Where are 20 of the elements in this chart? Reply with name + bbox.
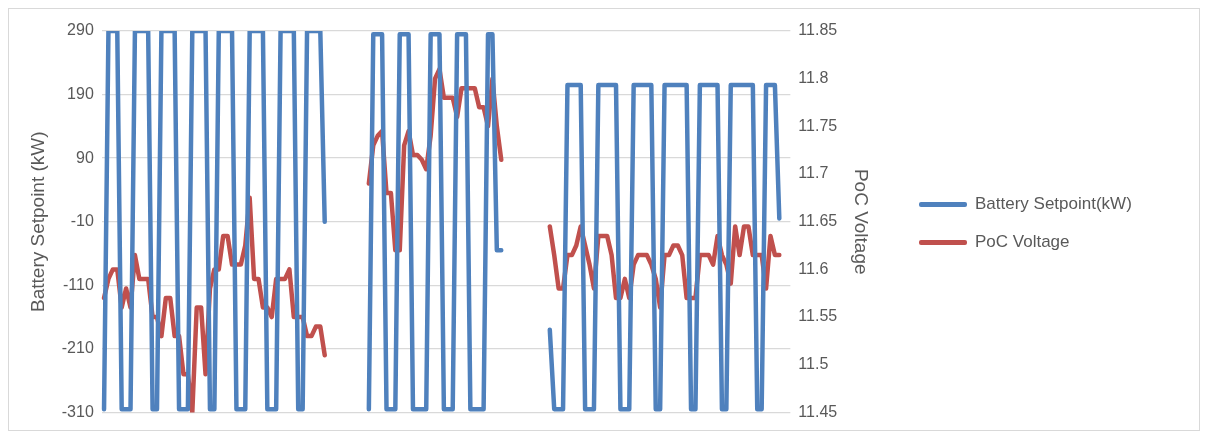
- y-tick-label: 290: [67, 21, 94, 39]
- y-tick-label: 90: [76, 148, 94, 166]
- y2-tick-label: 11.7: [798, 164, 829, 182]
- y2-tick-label: 11.8: [798, 69, 829, 87]
- y2-tick-label: 11.45: [798, 402, 838, 420]
- y-tick-label: -110: [62, 275, 94, 293]
- y2-tick-label: 11.85: [798, 21, 838, 39]
- legend-label: PoC Voltage: [975, 232, 1070, 252]
- y-tick-label: 190: [67, 84, 94, 102]
- y2-axis-title: PoC Voltage: [851, 168, 873, 275]
- y2-tick-label: 11.65: [798, 212, 838, 230]
- y-tick-label: -310: [61, 402, 94, 420]
- legend-label: Battery Setpoint(kW): [975, 194, 1132, 214]
- y2-tick-label: 11.75: [798, 116, 838, 134]
- y2-tick-label: 11.55: [798, 307, 838, 325]
- y-tick-label: -210: [61, 339, 94, 357]
- y2-tick-label: 11.5: [798, 355, 829, 373]
- y2-tick-label: 11.6: [798, 259, 829, 277]
- y-axis-title: Battery Setpoint (kW): [26, 131, 48, 312]
- y-tick-label: -10: [70, 212, 94, 230]
